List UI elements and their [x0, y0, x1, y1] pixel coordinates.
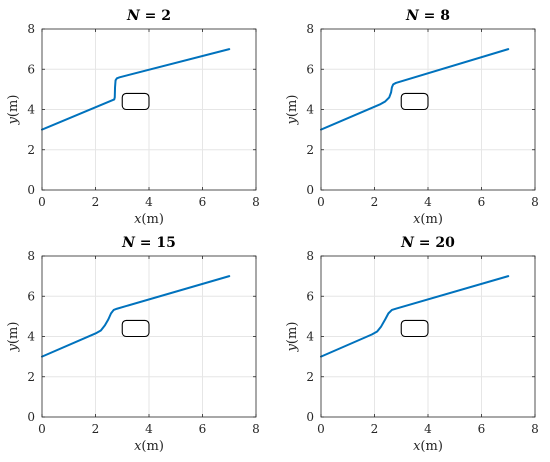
y-tick-label: 0 [306, 410, 314, 424]
y-tick-label: 8 [306, 249, 314, 263]
x-tick-label: 0 [38, 422, 46, 436]
y-axis-label: y(m) [6, 95, 21, 126]
y-tick-label: 0 [27, 410, 35, 424]
x-tick-label: 4 [145, 195, 153, 209]
y-tick-label: 8 [27, 249, 35, 263]
x-tick-label: 0 [317, 195, 325, 209]
chart-title: N = 15 [121, 235, 176, 251]
chart-panel-2: 0 2 4 6 8 0 2 4 6 8 N = 8 x(m) y(m) [285, 8, 539, 227]
y-tick-label: 0 [27, 183, 35, 197]
y-tick-label: 2 [306, 370, 314, 384]
x-tick-label: 4 [424, 195, 432, 209]
x-tick-label: 0 [317, 422, 325, 436]
x-tick-label: 6 [478, 422, 486, 436]
y-tick-label: 6 [306, 62, 314, 76]
x-tick-label: 0 [38, 195, 46, 209]
x-tick-label: 4 [145, 422, 153, 436]
x-tick-label: 2 [371, 195, 379, 209]
x-axis-label: x(m) [134, 212, 164, 227]
y-tick-label: 6 [27, 289, 35, 303]
y-tick-label: 2 [27, 143, 35, 157]
x-tick-label: 2 [92, 195, 100, 209]
x-tick-label: 6 [199, 422, 207, 436]
x-tick-label: 2 [371, 422, 379, 436]
x-tick-label: 8 [252, 195, 260, 209]
x-tick-label: 8 [252, 422, 260, 436]
x-tick-label: 8 [531, 422, 539, 436]
y-tick-label: 0 [306, 183, 314, 197]
x-axis-label: x(m) [134, 439, 164, 454]
x-axis-label: x(m) [413, 439, 443, 454]
trajectory-line [41, 275, 231, 358]
y-tick-label: 4 [306, 330, 314, 344]
x-tick-label: 4 [424, 422, 432, 436]
y-tick-label: 6 [27, 62, 35, 76]
y-tick-label: 2 [27, 370, 35, 384]
y-axis-label: y(m) [285, 95, 300, 126]
x-tick-label: 2 [92, 422, 100, 436]
y-tick-label: 4 [27, 330, 35, 344]
y-tick-label: 2 [306, 143, 314, 157]
trajectory-line [320, 275, 510, 358]
trajectory-line [41, 48, 231, 131]
obstacle-rect [121, 319, 150, 338]
obstacle-rect [121, 92, 150, 111]
x-tick-label: 6 [199, 195, 207, 209]
chart-panel-3: 0 2 4 6 8 0 2 4 6 8 N = 15 x(m) y(m) [6, 235, 260, 454]
chart-panel-1: 0 2 4 6 8 0 2 4 6 8 N = 2 x(m) y(m) [6, 8, 260, 227]
obstacle-rect [400, 319, 429, 338]
trajectory-line [320, 48, 510, 131]
chart-title: N = 8 [405, 8, 450, 24]
y-tick-label: 6 [306, 289, 314, 303]
chart-title: N = 20 [400, 235, 455, 251]
x-axis-label: x(m) [413, 212, 443, 227]
obstacle-rect [400, 92, 429, 111]
y-tick-label: 4 [306, 103, 314, 117]
y-tick-label: 8 [27, 22, 35, 36]
y-axis-label: y(m) [285, 322, 300, 353]
x-tick-label: 8 [531, 195, 539, 209]
y-axis-label: y(m) [6, 322, 21, 353]
chart-title: N = 2 [126, 8, 171, 24]
y-tick-label: 8 [306, 22, 314, 36]
x-tick-label: 6 [478, 195, 486, 209]
chart-panel-4: 0 2 4 6 8 0 2 4 6 8 N = 20 x(m) y(m) [285, 235, 539, 454]
y-tick-label: 4 [27, 103, 35, 117]
